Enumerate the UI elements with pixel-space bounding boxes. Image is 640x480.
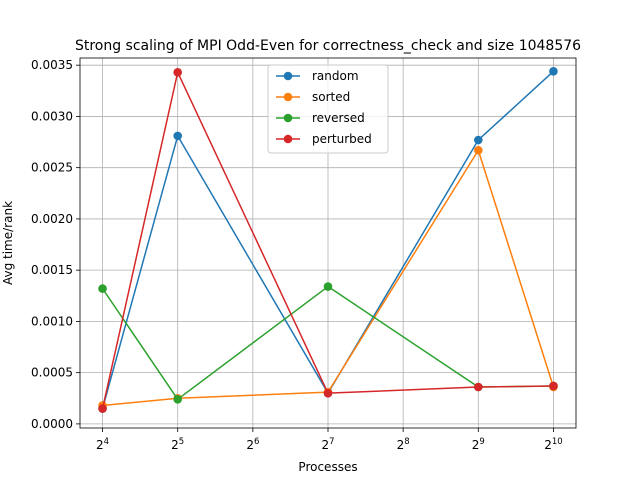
y-axis: 0.0000 0.0005 0.0010 0.0015 0.0020 0.0025 0.00… <box>31 58 80 431</box>
x-axis: 24 25 26 27 28 29 210 <box>96 428 563 452</box>
x-tick-label: 26 <box>246 437 259 452</box>
y-axis-label: Avg time/rank <box>1 201 15 285</box>
legend-box <box>267 64 389 154</box>
legend-label: random <box>312 69 359 83</box>
x-tick-label: 28 <box>397 437 410 452</box>
plot-series <box>98 67 558 413</box>
data-point <box>173 68 182 77</box>
chart-title: Strong scaling of MPI Odd-Even for corre… <box>75 38 581 54</box>
legend-marker <box>283 71 293 81</box>
legend-marker <box>283 92 293 102</box>
y-tick-label: 0.0025 <box>31 161 73 175</box>
y-tick-label: 0.0020 <box>31 212 73 226</box>
y-tick-label: 0.0005 <box>31 366 73 380</box>
data-point <box>323 388 333 398</box>
y-tick-label: 0.0010 <box>31 314 73 328</box>
legend-label: sorted <box>312 90 350 104</box>
data-point <box>549 381 558 391</box>
legend-marker <box>283 134 293 144</box>
data-point <box>173 131 182 141</box>
data-point <box>98 404 107 413</box>
legend: random sorted reversed perturbed <box>267 64 389 154</box>
data-point <box>98 284 107 293</box>
legend-label: perturbed <box>312 132 372 146</box>
x-tick-label: 24 <box>96 437 109 452</box>
y-tick-label: 0.0030 <box>31 109 73 123</box>
x-tick-label: 210 <box>544 437 562 452</box>
data-point <box>474 145 483 155</box>
data-point <box>173 395 182 404</box>
y-tick-label: 0.0000 <box>31 417 73 431</box>
series-perturbed <box>98 68 558 413</box>
y-tick-label: 0.0035 <box>31 58 73 72</box>
data-point <box>474 382 483 392</box>
x-axis-label: Processes <box>298 460 357 474</box>
data-point <box>474 135 483 145</box>
y-tick-label: 0.0015 <box>31 263 73 277</box>
legend-label: reversed <box>312 111 365 125</box>
x-tick-label: 25 <box>171 437 184 452</box>
data-point <box>323 282 333 291</box>
legend-marker <box>283 113 293 123</box>
x-tick-label: 27 <box>321 437 334 452</box>
data-point <box>549 67 558 76</box>
x-tick-label: 29 <box>472 437 485 452</box>
